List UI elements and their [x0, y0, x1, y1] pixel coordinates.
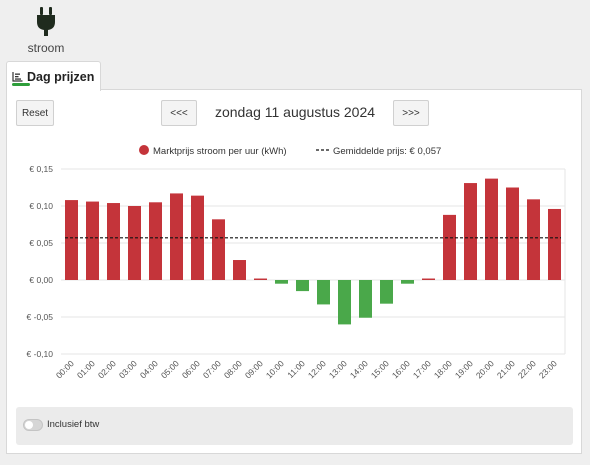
x-tick-label: 10:00 — [264, 358, 286, 380]
x-tick-label: 23:00 — [537, 358, 559, 380]
bar — [149, 202, 162, 280]
legend-series-label: Marktprijs stroom per uur (kWh) — [153, 146, 287, 157]
bar — [275, 280, 288, 284]
bar — [170, 193, 183, 280]
legend-average-label: Gemiddelde prijs: € 0,057 — [333, 146, 441, 157]
y-tick-label: € 0,00 — [29, 275, 53, 285]
bar — [212, 219, 225, 280]
x-tick-label: 22:00 — [516, 358, 538, 380]
bar — [296, 280, 309, 292]
y-tick-label: € -0,10 — [27, 349, 54, 359]
chart-legend: Marktprijs stroom per uur (kWh) Gemiddel… — [139, 145, 441, 157]
price-chart: Marktprijs stroom per uur (kWh) Gemiddel… — [27, 145, 566, 380]
bar — [65, 200, 78, 280]
date-label: zondag 11 augustus 2024 — [214, 104, 376, 120]
y-tick-label: € 0,05 — [29, 238, 53, 248]
bar — [254, 278, 267, 280]
tab-dag-prijzen[interactable]: Dag prijzen — [6, 61, 102, 91]
chart-bars-icon — [12, 71, 23, 82]
bar — [527, 199, 540, 280]
bar — [380, 280, 393, 304]
reset-button[interactable]: Reset — [16, 100, 54, 126]
x-tick-label: 12:00 — [306, 358, 328, 380]
bar — [422, 278, 435, 280]
next-day-button[interactable]: >>> — [393, 100, 429, 126]
bar — [359, 280, 372, 318]
x-tick-label: 13:00 — [327, 358, 349, 380]
x-tick-label: 05:00 — [159, 358, 181, 380]
bar — [548, 208, 561, 280]
y-tick-label: € -0,05 — [27, 312, 54, 322]
tab-label: Dag prijzen — [27, 69, 95, 84]
chart-card: Reset <<< zondag 11 augustus 2024 >>> Ma… — [6, 89, 582, 454]
btw-toggle-label: Inclusief btw — [47, 419, 100, 430]
x-tick-label: 19:00 — [453, 358, 475, 380]
y-tick-label: € 0,15 — [29, 164, 53, 174]
options-panel: Inclusief btw — [16, 407, 573, 445]
bar — [107, 203, 120, 280]
toggle-knob — [25, 421, 33, 429]
bar — [338, 280, 351, 325]
x-tick-label: 18:00 — [432, 358, 454, 380]
x-tick-label: 00:00 — [54, 358, 76, 380]
y-tick-label: € 0,10 — [29, 201, 53, 211]
x-tick-label: 09:00 — [243, 358, 265, 380]
bar — [233, 260, 246, 280]
x-tick-label: 16:00 — [390, 358, 412, 380]
prev-day-button[interactable]: <<< — [161, 100, 197, 126]
brand[interactable]: stroom — [22, 6, 70, 55]
plug-icon — [37, 7, 55, 36]
bar — [464, 183, 477, 280]
bar — [443, 214, 456, 280]
bar — [128, 206, 141, 280]
x-tick-label: 01:00 — [75, 358, 97, 380]
x-tick-label: 02:00 — [96, 358, 118, 380]
brand-label: stroom — [27, 41, 65, 55]
bar — [485, 178, 498, 280]
tab-active-indicator — [12, 83, 30, 86]
x-tick-label: 20:00 — [474, 358, 496, 380]
x-tick-label: 11:00 — [285, 358, 307, 380]
x-tick-label: 15:00 — [369, 358, 391, 380]
x-tick-label: 17:00 — [411, 358, 433, 380]
bar — [401, 280, 414, 284]
bar — [86, 201, 99, 280]
legend-series-marker — [139, 145, 149, 155]
x-tick-label: 06:00 — [180, 358, 202, 380]
btw-toggle[interactable] — [23, 419, 43, 431]
x-tick-label: 14:00 — [348, 358, 370, 380]
x-tick-label: 21:00 — [495, 358, 517, 380]
x-tick-label: 04:00 — [138, 358, 160, 380]
x-tick-label: 08:00 — [222, 358, 244, 380]
x-tick-label: 07:00 — [201, 358, 223, 380]
bar — [317, 280, 330, 305]
bar — [506, 187, 519, 280]
x-tick-label: 03:00 — [117, 358, 139, 380]
